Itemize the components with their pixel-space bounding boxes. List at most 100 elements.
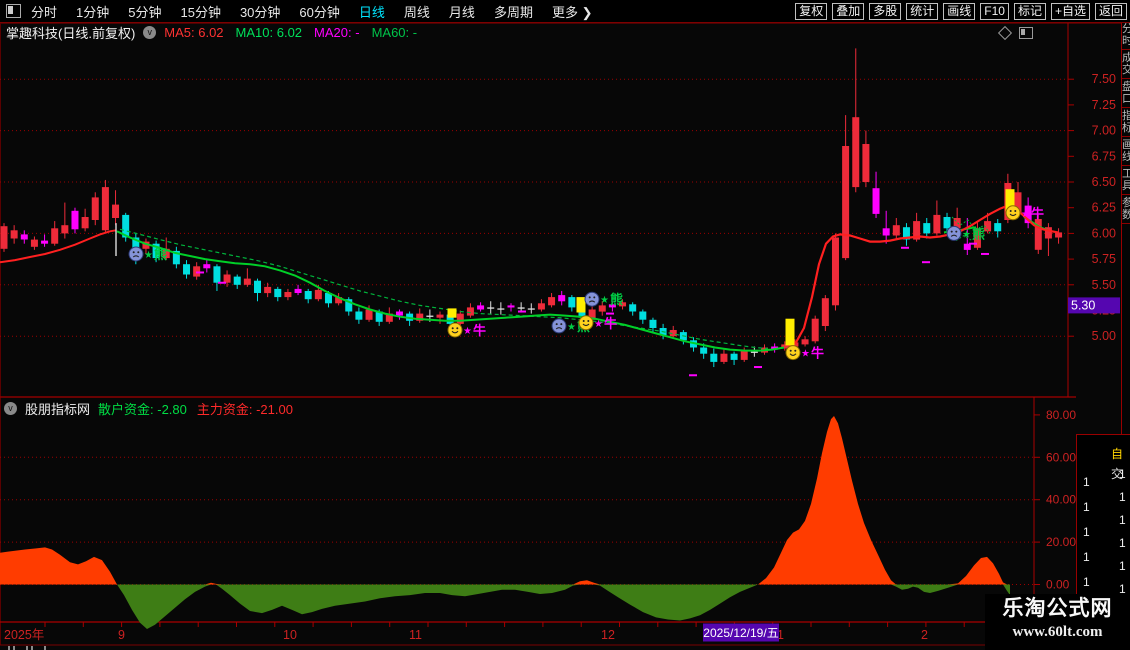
svg-text:牛: 牛: [473, 323, 486, 338]
svg-text:熊: 熊: [154, 247, 167, 262]
trend-lines: [0, 204, 1059, 352]
period-tab-0[interactable]: 分时: [31, 4, 58, 20]
chart-corner-icons: [997, 25, 1033, 41]
toolbar-button-8[interactable]: 返回: [1094, 2, 1127, 20]
sidebar-glyph[interactable]: 数: [1122, 209, 1130, 221]
stock-title-bar: 掌趣科技(日线.前复权) v MA5: 6.02 MA10: 6.02 MA20: …: [6, 24, 417, 41]
fund-flow-positive-area: [0, 416, 1010, 585]
watermark-line1: 乐淘公式网: [1002, 597, 1113, 620]
sidebar-glyph[interactable]: 参: [1122, 197, 1130, 209]
svg-text:11: 11: [409, 628, 422, 642]
period-tab-7[interactable]: 周线: [403, 4, 430, 20]
quote-digit[interactable]: 1: [1083, 575, 1090, 589]
signal-ticks: [115, 189, 1015, 377]
ma-item-1: MA10: 6.02: [235, 24, 303, 40]
toolbar-button-3[interactable]: 统计: [906, 2, 939, 20]
svg-text:熊: 熊: [972, 226, 985, 241]
chevron-down-icon[interactable]: v: [143, 25, 157, 39]
sidebar-glyph[interactable]: 时: [1122, 35, 1130, 47]
sidebar-glyph[interactable]: 交: [1122, 64, 1130, 76]
quote-digit[interactable]: 1: [1119, 559, 1126, 573]
sidebar-glyph[interactable]: 具: [1122, 180, 1130, 192]
svg-text:6.00: 6.00: [1092, 226, 1116, 240]
sidebar-glyph[interactable]: 指: [1122, 110, 1130, 122]
quote-digit[interactable]: 1: [1119, 582, 1126, 596]
candlesticks: [0, 48, 1063, 368]
period-toolbar: 分时 1分钟 5分钟 15分钟 30分钟 60分钟 日线 周线 月线 多周期 更多 ❯ 复权 叠加 多股…: [0, 0, 1130, 22]
quote-digit[interactable]: 1: [1083, 550, 1090, 564]
period-tab-4[interactable]: 30分钟: [239, 4, 281, 20]
period-tab-10[interactable]: 更多 ❯: [551, 4, 593, 20]
toolbar-button-2[interactable]: 多股: [869, 2, 902, 20]
sidebar-glyph[interactable]: 画: [1122, 139, 1130, 151]
svg-text:1: 1: [777, 628, 784, 642]
sidebar-glyph[interactable]: 标: [1122, 122, 1130, 134]
toolbar-button-0[interactable]: 复权: [795, 2, 828, 20]
quote-digit[interactable]: 1: [1083, 475, 1090, 489]
svg-text:★: ★: [801, 349, 810, 360]
sidebar-glyph[interactable]: 线: [1122, 151, 1130, 163]
panel-borders: [0, 22, 1121, 646]
indicator-values: 散户资金: -2.80 主力资金: -21.00: [98, 399, 293, 418]
quote-digit[interactable]: 1: [1083, 525, 1090, 539]
quote-digit[interactable]: 1: [1119, 513, 1126, 527]
svg-text:7.25: 7.25: [1092, 98, 1116, 112]
svg-text:熊: 熊: [610, 292, 623, 307]
ma-item-0: MA5: 6.02: [164, 24, 224, 40]
sidebar-glyph[interactable]: 成: [1122, 52, 1130, 64]
svg-text:0.00: 0.00: [1046, 578, 1070, 592]
sidebar-glyph[interactable]: 工: [1122, 168, 1130, 180]
svg-text:7.50: 7.50: [1092, 72, 1116, 86]
quote-digit[interactable]: 1: [1083, 500, 1090, 514]
indicator-chevron-icon[interactable]: v: [4, 401, 17, 415]
quick-item-1[interactable]: 交: [1111, 467, 1124, 481]
right-sidebar-clipped[interactable]: 分时成交盘口指标画线工具参数: [1121, 23, 1130, 434]
quote-digit[interactable]: 1: [1119, 490, 1126, 504]
fund-flow-negative-area: [0, 584, 1010, 629]
sidebar-glyph[interactable]: 盘: [1122, 81, 1130, 93]
price-crosshair-box: [1068, 297, 1120, 314]
svg-text:5.75: 5.75: [1092, 252, 1116, 266]
svg-text:12: 12: [601, 628, 615, 642]
svg-text:6.75: 6.75: [1092, 149, 1116, 163]
period-menu: 分时 1分钟 5分钟 15分钟 30分钟 60分钟 日线 周线 月线 多周期 更多 ❯: [31, 2, 592, 21]
toolbar-button-5[interactable]: F10: [980, 2, 1009, 20]
period-tab-5[interactable]: 60分钟: [299, 4, 340, 20]
quote-digit[interactable]: 1: [1119, 536, 1126, 550]
split-pane-icon[interactable]: [1019, 27, 1033, 39]
period-tab-9[interactable]: 多周期: [493, 4, 533, 20]
bear-marker: ★熊: [128, 246, 167, 262]
ma-item-2: MA20: -: [314, 24, 360, 40]
diamond-icon[interactable]: [997, 25, 1013, 41]
sidebar-glyph[interactable]: 口: [1122, 93, 1130, 105]
svg-text:牛: 牛: [604, 316, 617, 331]
period-tab-8[interactable]: 月线: [448, 4, 475, 20]
svg-text:牛: 牛: [811, 346, 824, 361]
period-tab-3[interactable]: 15分钟: [180, 4, 221, 20]
window-panel-icon[interactable]: [6, 4, 21, 18]
toolbar-button-4[interactable]: 画线: [943, 2, 976, 20]
period-tab-6[interactable]: 日线: [358, 4, 385, 20]
watermark-line2: www.60lt.com: [1012, 624, 1103, 640]
clipped-bottom-row: [8, 646, 46, 650]
svg-text:2025年: 2025年: [4, 628, 44, 642]
sidebar-glyph[interactable]: 分: [1122, 23, 1130, 35]
bear-marker: ★熊: [584, 291, 623, 307]
svg-text:★: ★: [600, 295, 609, 306]
period-tab-1[interactable]: 1分钟: [76, 4, 110, 20]
svg-text:★: ★: [962, 229, 971, 240]
toolbar-button-7[interactable]: +自选: [1050, 2, 1090, 20]
date-crosshair-box: [703, 623, 779, 642]
quote-digit[interactable]: 1: [1119, 467, 1126, 481]
quick-item-0[interactable]: 自: [1111, 447, 1124, 461]
bull-marker: ★ 牛: [785, 345, 824, 361]
period-tab-2[interactable]: 5分钟: [128, 4, 162, 20]
toolbar-button-1[interactable]: 叠加: [832, 2, 865, 20]
svg-text:牛: 牛: [1031, 206, 1044, 221]
toolbar-button-6[interactable]: 标记: [1013, 2, 1046, 20]
svg-text:5.00: 5.00: [1092, 329, 1116, 343]
svg-text:6.25: 6.25: [1092, 201, 1116, 215]
